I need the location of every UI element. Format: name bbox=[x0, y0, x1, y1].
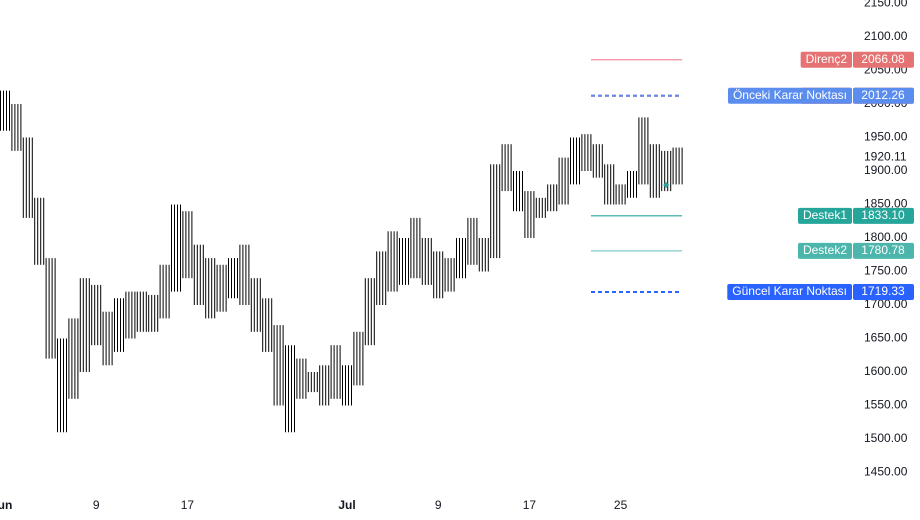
y-tick-label: 1900.00 bbox=[864, 163, 908, 177]
level-name-box bbox=[797, 242, 852, 259]
level-value: 2066.08 bbox=[861, 52, 905, 66]
level-value-box bbox=[853, 242, 914, 259]
level-name-box bbox=[727, 284, 852, 301]
y-tick-label: 1700.00 bbox=[864, 297, 908, 311]
level-name: Destek1 bbox=[803, 208, 847, 222]
y-tick-label: 1450.00 bbox=[864, 465, 908, 479]
y-tick-label: 1800.00 bbox=[864, 230, 908, 244]
x-tick-label: Jul bbox=[338, 498, 355, 512]
y-tick-label: 1650.00 bbox=[864, 331, 908, 345]
level-value: 1780.78 bbox=[861, 243, 905, 257]
x-tick-label: 9 bbox=[93, 498, 100, 512]
y-tick-label: 2150.00 bbox=[864, 0, 908, 10]
x-tick-label: 17 bbox=[181, 498, 195, 512]
level-value-box bbox=[853, 284, 914, 301]
level-value-box bbox=[853, 207, 914, 224]
y-tick-label: 2100.00 bbox=[864, 29, 908, 43]
y-tick-label: 1550.00 bbox=[864, 398, 908, 412]
level-value: 2012.26 bbox=[861, 88, 905, 102]
y-tick-label: 1750.00 bbox=[864, 264, 908, 278]
x-tick-label: 25 bbox=[614, 498, 628, 512]
level-name: Güncel Karar Noktası bbox=[732, 284, 847, 298]
level-value: 1719.33 bbox=[861, 284, 905, 298]
marker bbox=[663, 182, 670, 188]
level-value-box bbox=[853, 87, 914, 104]
x-tick-label: 17 bbox=[523, 498, 537, 512]
last-price: 1920.11 bbox=[864, 150, 907, 164]
y-tick-label: 1600.00 bbox=[864, 364, 908, 378]
x-tick-label: un bbox=[0, 498, 12, 512]
level-value-box bbox=[853, 51, 914, 68]
level-value: 1833.10 bbox=[861, 208, 905, 222]
level-name: Direnç2 bbox=[806, 52, 848, 66]
level-name: Önceki Karar Noktası bbox=[733, 88, 847, 102]
y-tick-label: 1850.00 bbox=[864, 197, 908, 211]
level-name-box bbox=[797, 207, 852, 224]
x-tick-label: 9 bbox=[435, 498, 442, 512]
level-name-box bbox=[727, 87, 852, 104]
y-tick-label: 1950.00 bbox=[864, 130, 908, 144]
level-name: Destek2 bbox=[803, 243, 847, 257]
y-tick-label: 1500.00 bbox=[864, 431, 908, 445]
level-name-box bbox=[800, 51, 852, 68]
